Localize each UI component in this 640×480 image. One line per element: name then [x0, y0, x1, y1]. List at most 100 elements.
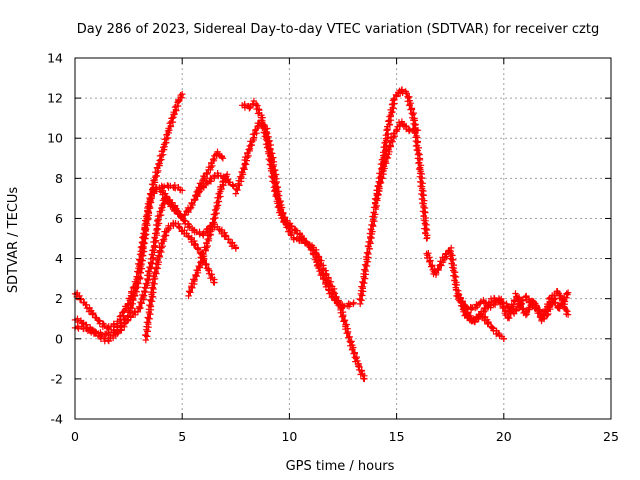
data-point [365, 250, 372, 258]
data-point [406, 101, 413, 109]
data-point [381, 158, 388, 166]
data-point [200, 172, 207, 180]
data-point [219, 178, 226, 186]
data-point [341, 317, 348, 324]
data-point [155, 160, 162, 168]
data-point [233, 185, 240, 192]
data-point [152, 230, 159, 237]
x-tick-label: 20 [496, 429, 512, 444]
data-point [368, 221, 375, 229]
data-point [393, 126, 400, 134]
data-point [420, 204, 427, 211]
data-point [155, 252, 162, 259]
data-point [327, 278, 335, 285]
data-point [225, 236, 232, 243]
x-tick-label: 5 [178, 429, 186, 444]
data-point [389, 138, 396, 145]
data-point [350, 350, 357, 357]
data-point [385, 146, 392, 154]
data-point [384, 154, 392, 162]
data-point [320, 275, 327, 283]
data-point [177, 92, 184, 99]
data-point [263, 137, 271, 144]
data-point [405, 127, 413, 135]
data-point [136, 303, 143, 311]
data-point [157, 211, 165, 219]
data-point [142, 226, 150, 233]
data-point [473, 301, 480, 308]
data-point [370, 209, 377, 216]
data-point [451, 281, 459, 288]
data-point [137, 304, 144, 312]
data-point [505, 313, 512, 320]
data-point [389, 97, 397, 104]
data-point [464, 309, 471, 316]
data-point [403, 89, 410, 97]
data-point [242, 161, 250, 168]
data-point [134, 308, 142, 316]
data-point [209, 156, 217, 163]
data-point [179, 187, 186, 194]
data-point [318, 257, 325, 264]
data-point [386, 142, 393, 149]
data-point [434, 265, 441, 273]
data-point [390, 105, 397, 112]
data-point [349, 346, 356, 353]
data-point [253, 130, 260, 137]
data-point [198, 180, 205, 187]
data-point [128, 305, 136, 312]
data-point [564, 311, 572, 318]
data-point [202, 261, 209, 268]
data-point [195, 263, 202, 270]
data-point [419, 199, 426, 207]
data-point [290, 234, 298, 242]
data-point [145, 315, 152, 322]
data-point [142, 280, 150, 287]
data-point [449, 264, 456, 271]
y-tick-label: 8 [55, 171, 63, 186]
data-point [91, 329, 98, 336]
data-point [200, 251, 207, 258]
data-point [95, 317, 103, 324]
data-series-track-11 [356, 86, 431, 308]
data-point [153, 225, 161, 232]
data-point [248, 141, 255, 149]
data-series-track-10 [281, 217, 368, 383]
data-point [358, 367, 365, 375]
data-point [157, 156, 165, 163]
data-point [288, 223, 296, 230]
data-point [245, 146, 252, 153]
data-series-track-8 [232, 119, 357, 311]
data-point [187, 289, 194, 296]
data-point [364, 249, 371, 256]
data-point [438, 262, 445, 269]
data-point [204, 236, 211, 243]
data-point [265, 155, 272, 163]
data-point [261, 133, 268, 140]
data-point [526, 298, 533, 305]
data-point [150, 254, 157, 261]
data-points [71, 86, 572, 383]
data-point [423, 235, 430, 242]
data-point [142, 213, 150, 220]
data-point [191, 196, 199, 203]
data-point [232, 245, 239, 252]
data-point [140, 230, 147, 237]
data-point [292, 227, 299, 234]
data-point [305, 241, 313, 248]
data-series-track-4 [142, 219, 218, 344]
data-point [195, 246, 202, 253]
data-point [272, 186, 279, 194]
data-point [409, 111, 417, 118]
x-tick-label: 0 [71, 429, 79, 444]
data-point [129, 284, 137, 291]
data-point [124, 317, 131, 325]
data-point [376, 178, 383, 185]
data-point [239, 165, 247, 172]
data-point [421, 208, 428, 216]
y-tick-label: 4 [55, 251, 63, 266]
data-point [415, 150, 422, 157]
data-point [151, 269, 158, 276]
data-point [325, 274, 332, 281]
data-point [361, 261, 369, 268]
